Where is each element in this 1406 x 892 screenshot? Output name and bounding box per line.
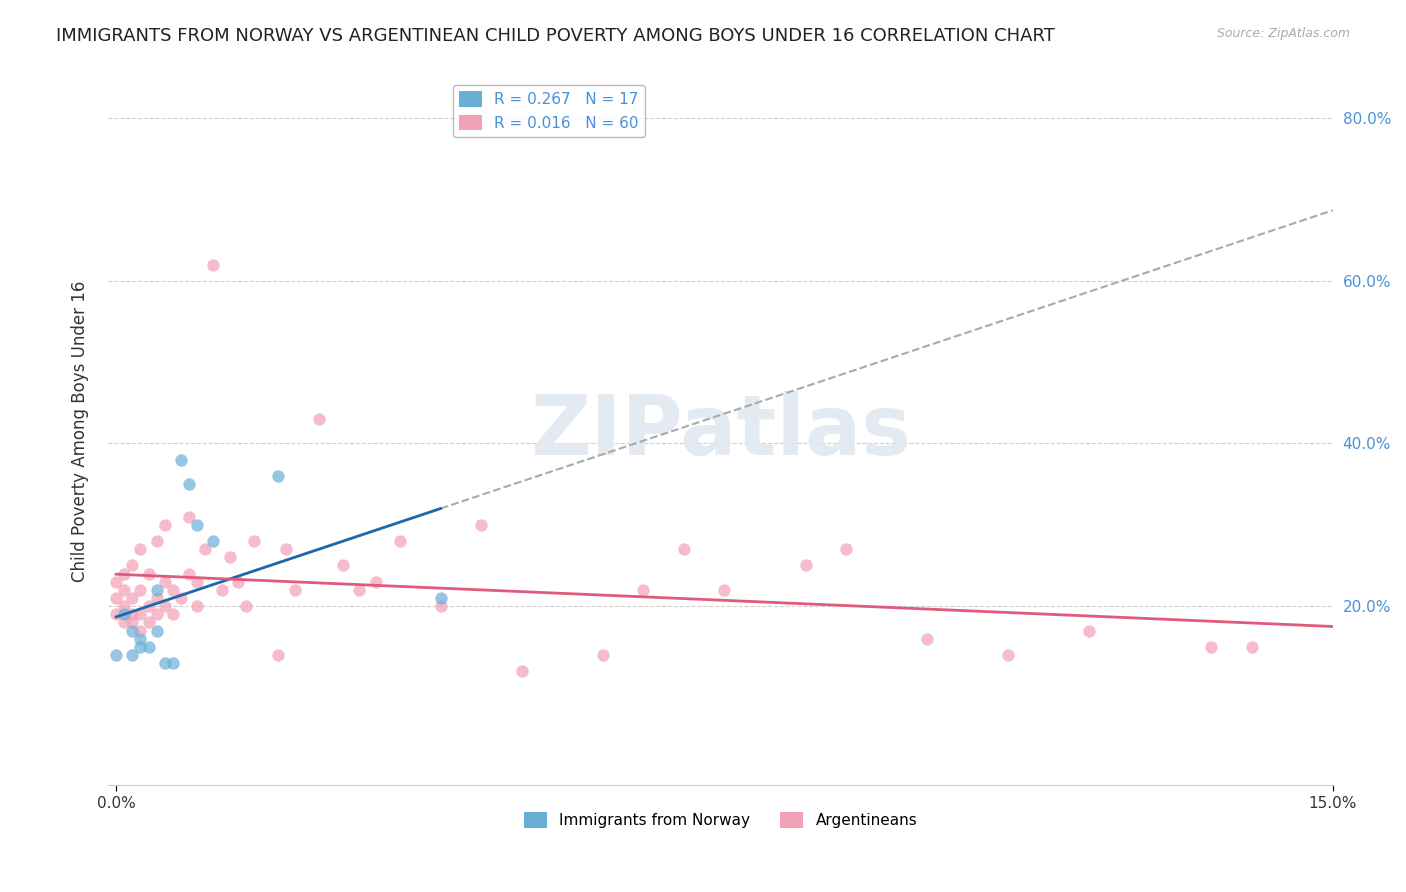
- Point: [121, 591, 143, 605]
- Text: IMMIGRANTS FROM NORWAY VS ARGENTINEAN CHILD POVERTY AMONG BOYS UNDER 16 CORRELAT: IMMIGRANTS FROM NORWAY VS ARGENTINEAN CH…: [56, 27, 1054, 45]
- Point: [153, 517, 176, 532]
- Point: [177, 566, 200, 581]
- Point: [105, 648, 128, 662]
- Point: [194, 542, 217, 557]
- Point: [283, 582, 305, 597]
- Point: [592, 648, 614, 662]
- Point: [672, 542, 695, 557]
- Point: [162, 582, 184, 597]
- Point: [105, 574, 128, 589]
- Point: [129, 624, 152, 638]
- Point: [112, 566, 135, 581]
- Point: [1199, 640, 1222, 654]
- Point: [112, 607, 135, 622]
- Point: [470, 517, 492, 532]
- Point: [510, 664, 533, 678]
- Point: [162, 656, 184, 670]
- Point: [177, 477, 200, 491]
- Text: Source: ZipAtlas.com: Source: ZipAtlas.com: [1216, 27, 1350, 40]
- Text: ZIPatlas: ZIPatlas: [530, 391, 911, 472]
- Point: [1240, 640, 1263, 654]
- Point: [145, 582, 167, 597]
- Point: [129, 607, 152, 622]
- Point: [153, 656, 176, 670]
- Point: [138, 599, 160, 614]
- Point: [145, 534, 167, 549]
- Point: [202, 534, 225, 549]
- Point: [186, 517, 208, 532]
- Point: [153, 599, 176, 614]
- Point: [138, 566, 160, 581]
- Point: [308, 412, 330, 426]
- Point: [170, 591, 193, 605]
- Point: [112, 615, 135, 630]
- Point: [153, 574, 176, 589]
- Point: [202, 258, 225, 272]
- Point: [105, 607, 128, 622]
- Point: [162, 607, 184, 622]
- Legend: Immigrants from Norway, Argentineans: Immigrants from Norway, Argentineans: [517, 805, 924, 834]
- Point: [129, 640, 152, 654]
- Point: [112, 599, 135, 614]
- Point: [121, 615, 143, 630]
- Point: [243, 534, 266, 549]
- Point: [121, 607, 143, 622]
- Point: [129, 632, 152, 646]
- Point: [129, 582, 152, 597]
- Point: [145, 607, 167, 622]
- Point: [121, 558, 143, 573]
- Point: [129, 542, 152, 557]
- Point: [170, 452, 193, 467]
- Point: [332, 558, 354, 573]
- Point: [138, 615, 160, 630]
- Point: [138, 640, 160, 654]
- Point: [211, 582, 233, 597]
- Point: [112, 582, 135, 597]
- Point: [267, 469, 290, 483]
- Point: [429, 591, 451, 605]
- Point: [226, 574, 249, 589]
- Point: [177, 509, 200, 524]
- Point: [364, 574, 387, 589]
- Point: [145, 624, 167, 638]
- Y-axis label: Child Poverty Among Boys Under 16: Child Poverty Among Boys Under 16: [72, 281, 89, 582]
- Point: [794, 558, 817, 573]
- Point: [349, 582, 371, 597]
- Point: [713, 582, 735, 597]
- Point: [388, 534, 411, 549]
- Point: [997, 648, 1019, 662]
- Point: [218, 550, 240, 565]
- Point: [235, 599, 257, 614]
- Point: [633, 582, 655, 597]
- Point: [276, 542, 298, 557]
- Point: [267, 648, 290, 662]
- Point: [121, 648, 143, 662]
- Point: [186, 574, 208, 589]
- Point: [835, 542, 858, 557]
- Point: [121, 624, 143, 638]
- Point: [1078, 624, 1101, 638]
- Point: [145, 591, 167, 605]
- Point: [429, 599, 451, 614]
- Point: [915, 632, 938, 646]
- Point: [186, 599, 208, 614]
- Point: [105, 591, 128, 605]
